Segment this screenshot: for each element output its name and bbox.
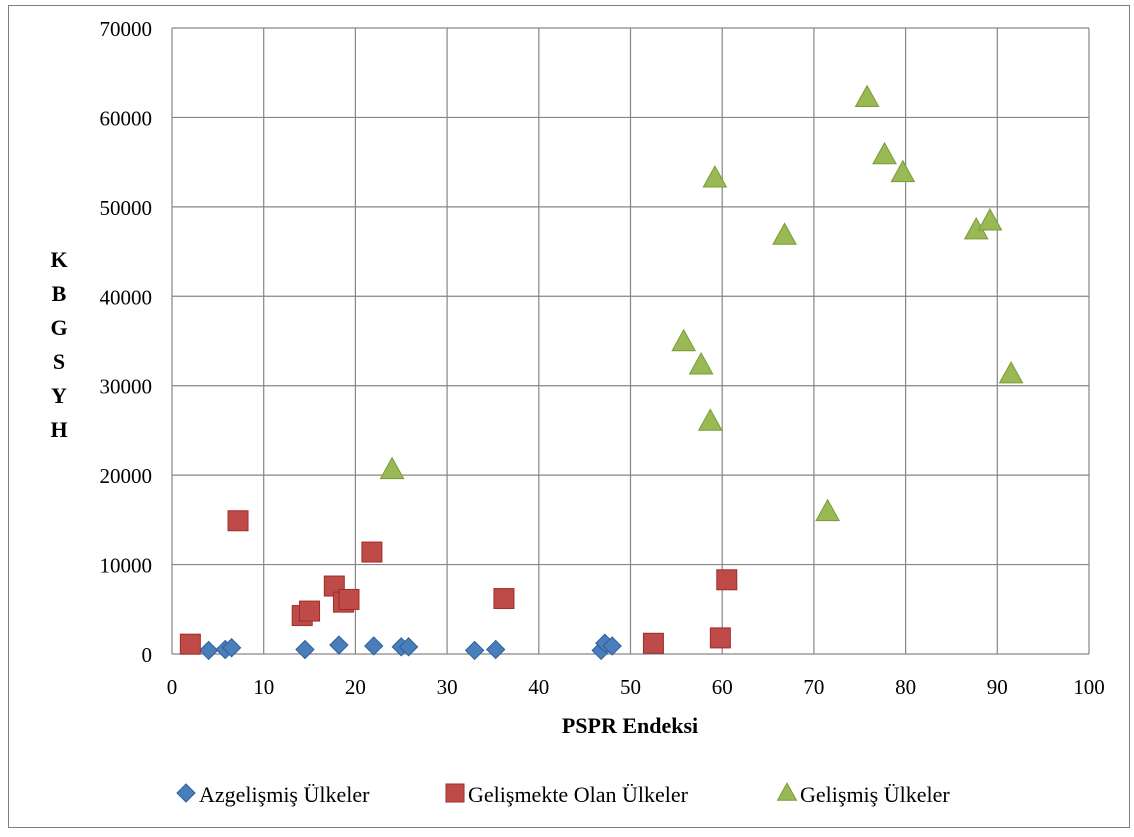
- y-tick-label: 30000: [100, 375, 153, 399]
- x-tick-label: 90: [987, 675, 1008, 699]
- y-tick-label: 20000: [100, 464, 153, 488]
- legend-label: Azgelişmiş Ülkeler: [199, 782, 370, 807]
- x-tick-label: 0: [167, 675, 178, 699]
- legend-label: Gelişmiş Ülkeler: [800, 782, 950, 807]
- square-point: [299, 600, 321, 622]
- y-tick-label: 50000: [100, 196, 153, 220]
- square-point: [709, 627, 731, 649]
- x-tick-label: 100: [1073, 675, 1105, 699]
- diamond-point: [221, 638, 242, 658]
- x-tick-label: 70: [803, 675, 824, 699]
- diamond-point: [364, 636, 384, 656]
- legend: Azgelişmiş Ülkeler Gelişmekte Olan Ülkele…: [176, 782, 950, 807]
- legend-square-icon: [445, 783, 465, 803]
- grid-lines: [171, 27, 1090, 655]
- triangle-point: [379, 456, 405, 480]
- y-tick-label: 70000: [100, 17, 153, 41]
- legend-label: Gelişmekte Olan Ülkeler: [468, 782, 689, 807]
- triangle-point: [854, 84, 880, 108]
- triangle-point: [697, 408, 723, 431]
- triangle-point: [890, 159, 916, 183]
- triangle-point: [671, 328, 697, 352]
- diamond-point: [485, 639, 506, 660]
- diamond-point: [398, 637, 419, 657]
- square-point: [493, 588, 515, 610]
- x-tick-label: 80: [895, 675, 916, 699]
- y-tick-label: 40000: [100, 285, 153, 309]
- square-point: [716, 569, 738, 591]
- y-tick-label: 0: [142, 643, 153, 667]
- x-tick-label: 50: [620, 675, 641, 699]
- triangle-point: [872, 141, 897, 165]
- x-tick-label: 20: [345, 675, 366, 699]
- triangle-point: [772, 222, 797, 245]
- tick-labels: 0 10 20 30 40 50 60 70 80 90 100 0 10000 20000 30000 40…: [100, 17, 1105, 699]
- triangle-point: [977, 208, 1003, 231]
- triangle-point: [815, 498, 841, 522]
- square-point: [227, 510, 249, 532]
- chart-frame: [8, 5, 1130, 828]
- x-tick-label: 40: [528, 675, 549, 699]
- x-tick-label: 10: [253, 675, 274, 699]
- legend-diamond-icon: [176, 783, 196, 803]
- square-point: [361, 541, 383, 563]
- diamond-point: [295, 639, 315, 660]
- diamond-point: [602, 636, 622, 656]
- legend-triangle-icon: [776, 782, 798, 801]
- square-point: [179, 633, 201, 655]
- diamond-point: [464, 640, 485, 661]
- y-tick-label: 10000: [100, 554, 153, 578]
- square-point: [338, 588, 360, 610]
- x-tick-label: 60: [712, 675, 733, 699]
- data-points: [179, 84, 1024, 661]
- diamond-point: [329, 635, 349, 655]
- y-tick-label: 60000: [100, 106, 153, 130]
- square-point: [642, 632, 664, 654]
- triangle-point: [998, 360, 1024, 384]
- x-tick-label: 30: [437, 675, 458, 699]
- diamond-point: [198, 640, 219, 661]
- x-axis-title: PSPR Endeksi: [562, 713, 698, 738]
- triangle-point: [702, 165, 728, 188]
- triangle-point: [688, 352, 714, 375]
